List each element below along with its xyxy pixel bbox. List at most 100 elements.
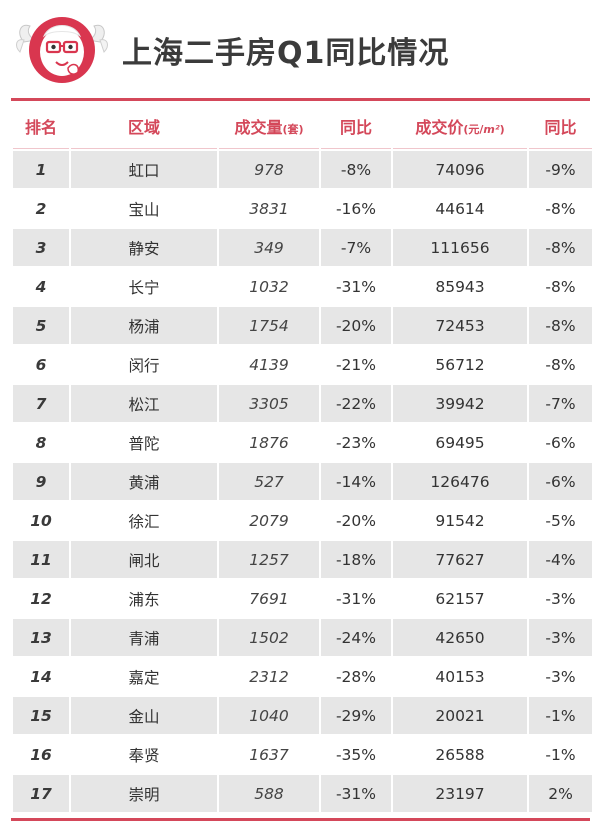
cell-district: 松江 bbox=[71, 385, 217, 422]
cell-price: 111656 bbox=[393, 229, 527, 266]
table-row: 17 崇明 588 -31% 23197 2% bbox=[13, 775, 592, 812]
cell-price: 91542 bbox=[393, 502, 527, 539]
cell-district: 嘉定 bbox=[71, 658, 217, 695]
cell-district: 虹口 bbox=[71, 151, 217, 188]
table-top-rule bbox=[11, 98, 590, 101]
cell-volume: 1032 bbox=[219, 268, 319, 305]
cell-yoy-price: -8% bbox=[529, 190, 592, 227]
cell-rank: 13 bbox=[13, 619, 69, 656]
table-row: 16 奉贤 1637 -35% 26588 -1% bbox=[13, 736, 592, 773]
table-bottom-rule bbox=[11, 818, 590, 821]
cell-volume: 3831 bbox=[219, 190, 319, 227]
cell-volume: 978 bbox=[219, 151, 319, 188]
cell-price: 77627 bbox=[393, 541, 527, 578]
cell-yoy-volume: -18% bbox=[321, 541, 391, 578]
cell-district: 徐汇 bbox=[71, 502, 217, 539]
cell-yoy-volume: -31% bbox=[321, 580, 391, 617]
cell-rank: 4 bbox=[13, 268, 69, 305]
cell-yoy-price: -8% bbox=[529, 229, 592, 266]
header-price-unit-close: ) bbox=[499, 123, 505, 136]
table-row: 13 青浦 1502 -24% 42650 -3% bbox=[13, 619, 592, 656]
table-row: 6 闵行 4139 -21% 56712 -8% bbox=[13, 346, 592, 383]
cell-volume: 1257 bbox=[219, 541, 319, 578]
cell-yoy-volume: -21% bbox=[321, 346, 391, 383]
cell-price: 74096 bbox=[393, 151, 527, 188]
table-row: 2 宝山 3831 -16% 44614 -8% bbox=[13, 190, 592, 227]
cell-rank: 15 bbox=[13, 697, 69, 734]
cell-yoy-price: -7% bbox=[529, 385, 592, 422]
cell-district: 闵行 bbox=[71, 346, 217, 383]
header-price-label: 成交价 bbox=[415, 118, 464, 137]
header-price: 成交价(元/m²) bbox=[393, 104, 527, 149]
cell-yoy-price: -6% bbox=[529, 424, 592, 461]
cell-yoy-volume: -7% bbox=[321, 229, 391, 266]
cell-volume: 1637 bbox=[219, 736, 319, 773]
cell-volume: 7691 bbox=[219, 580, 319, 617]
cell-price: 85943 bbox=[393, 268, 527, 305]
cell-yoy-price: -9% bbox=[529, 151, 592, 188]
cell-rank: 9 bbox=[13, 463, 69, 500]
cell-rank: 8 bbox=[13, 424, 69, 461]
cell-district: 奉贤 bbox=[71, 736, 217, 773]
page-title: 上海二手房Q1同比情况 bbox=[122, 36, 450, 71]
cell-yoy-volume: -20% bbox=[321, 307, 391, 344]
header-yoy-volume: 同比 bbox=[321, 104, 391, 149]
cell-district: 长宁 bbox=[71, 268, 217, 305]
cell-price: 39942 bbox=[393, 385, 527, 422]
cell-yoy-volume: -31% bbox=[321, 268, 391, 305]
cell-yoy-volume: -23% bbox=[321, 424, 391, 461]
table-row: 14 嘉定 2312 -28% 40153 -3% bbox=[13, 658, 592, 695]
cell-price: 126476 bbox=[393, 463, 527, 500]
cell-yoy-price: -3% bbox=[529, 580, 592, 617]
cell-yoy-volume: -22% bbox=[321, 385, 391, 422]
header-volume-unit: (套) bbox=[282, 123, 304, 136]
cell-district: 宝山 bbox=[71, 190, 217, 227]
cell-rank: 14 bbox=[13, 658, 69, 695]
cell-price: 44614 bbox=[393, 190, 527, 227]
cell-rank: 16 bbox=[13, 736, 69, 773]
table-row: 11 闸北 1257 -18% 77627 -4% bbox=[13, 541, 592, 578]
cell-price: 40153 bbox=[393, 658, 527, 695]
cell-district: 闸北 bbox=[71, 541, 217, 578]
cell-volume: 527 bbox=[219, 463, 319, 500]
cell-volume: 1040 bbox=[219, 697, 319, 734]
table-row: 1 虹口 978 -8% 74096 -9% bbox=[13, 151, 592, 188]
cell-rank: 12 bbox=[13, 580, 69, 617]
cell-district: 金山 bbox=[71, 697, 217, 734]
table-row: 9 黄浦 527 -14% 126476 -6% bbox=[13, 463, 592, 500]
cell-yoy-volume: -35% bbox=[321, 736, 391, 773]
cell-rank: 5 bbox=[13, 307, 69, 344]
cell-yoy-volume: -29% bbox=[321, 697, 391, 734]
cell-district: 青浦 bbox=[71, 619, 217, 656]
cell-yoy-price: -5% bbox=[529, 502, 592, 539]
cell-rank: 17 bbox=[13, 775, 69, 812]
cell-yoy-price: -8% bbox=[529, 346, 592, 383]
cell-yoy-volume: -16% bbox=[321, 190, 391, 227]
cell-yoy-price: -1% bbox=[529, 736, 592, 773]
cell-district: 普陀 bbox=[71, 424, 217, 461]
table-body: 1 虹口 978 -8% 74096 -9% 2 宝山 3831 -16% 44614 -8% 3 静安 3… bbox=[13, 151, 592, 812]
cell-volume: 1754 bbox=[219, 307, 319, 344]
cell-rank: 1 bbox=[13, 151, 69, 188]
cell-yoy-volume: -28% bbox=[321, 658, 391, 695]
cell-rank: 7 bbox=[13, 385, 69, 422]
header-yoy-price: 同比 bbox=[529, 104, 592, 149]
header-price-unit-area: m² bbox=[483, 123, 500, 136]
table-row: 7 松江 3305 -22% 39942 -7% bbox=[13, 385, 592, 422]
header-rank: 排名 bbox=[13, 104, 69, 149]
cell-volume: 1876 bbox=[219, 424, 319, 461]
cell-district: 静安 bbox=[71, 229, 217, 266]
cell-price: 69495 bbox=[393, 424, 527, 461]
cell-rank: 11 bbox=[13, 541, 69, 578]
cell-volume: 349 bbox=[219, 229, 319, 266]
cell-volume: 4139 bbox=[219, 346, 319, 383]
table-row: 12 浦东 7691 -31% 62157 -3% bbox=[13, 580, 592, 617]
header-price-unit-open: (元/ bbox=[463, 123, 484, 136]
cell-yoy-volume: -20% bbox=[321, 502, 391, 539]
data-table: 排名 区域 成交量(套) 同比 成交价(元/m²) 同比 1 虹口 978 -8% 74… bbox=[11, 102, 594, 814]
cell-district: 黄浦 bbox=[71, 463, 217, 500]
cell-yoy-volume: -8% bbox=[321, 151, 391, 188]
cell-yoy-price: -6% bbox=[529, 463, 592, 500]
table-row: 4 长宁 1032 -31% 85943 -8% bbox=[13, 268, 592, 305]
cell-yoy-price: 2% bbox=[529, 775, 592, 812]
